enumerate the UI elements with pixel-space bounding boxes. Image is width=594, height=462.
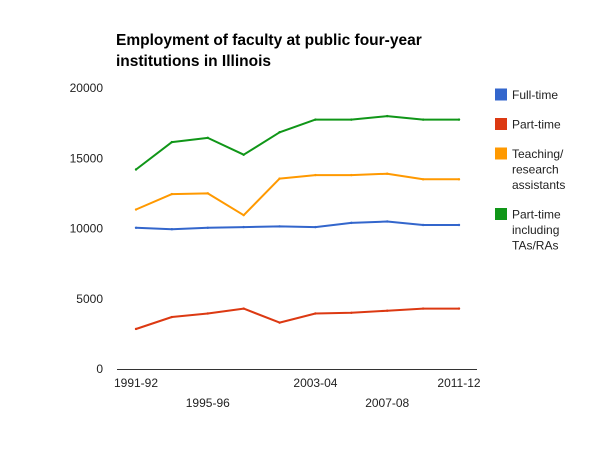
legend-swatch — [495, 147, 507, 160]
y-tick-label: 20000 — [70, 81, 104, 95]
series-line — [135, 220, 460, 231]
data-point — [421, 307, 425, 310]
data-point — [206, 226, 209, 229]
data-point — [350, 311, 353, 314]
data-point — [350, 173, 353, 177]
data-point — [206, 192, 209, 195]
data-point — [457, 118, 461, 121]
data-point — [206, 136, 209, 140]
data-point — [457, 223, 461, 227]
legend: Full-time Part-time Teaching/researchassis… — [495, 88, 565, 253]
legend-label: Part-time — [512, 208, 561, 222]
x-tick-label: 1995-96 — [186, 396, 230, 410]
x-tick-label: 2003-04 — [293, 376, 337, 390]
chart-title-line-1: Employment of faculty at public four-yea… — [116, 32, 422, 49]
data-point — [278, 131, 281, 134]
data-point — [242, 225, 245, 229]
legend-label: Teaching/ — [512, 147, 564, 161]
legend-swatch — [495, 208, 507, 220]
data-point — [242, 153, 245, 156]
data-point — [457, 307, 461, 310]
legend-label: assistants — [512, 178, 565, 192]
legend-label: research — [512, 163, 559, 177]
data-point — [350, 221, 353, 225]
data-point — [134, 208, 138, 211]
data-point — [386, 114, 389, 118]
x-tick-label: 2011-12 — [437, 376, 480, 390]
data-point — [170, 315, 174, 319]
series-lines — [134, 114, 461, 331]
y-tick-label: 15000 — [70, 151, 104, 165]
y-tick-label: 10000 — [70, 222, 104, 236]
data-point — [314, 225, 317, 229]
legend-swatch — [495, 88, 507, 101]
series-line — [135, 307, 460, 330]
series-line — [135, 172, 460, 217]
legend-swatch — [495, 118, 507, 130]
axes: 0 5000 10000 15000 20000 1991-92 1995-96 2003-0… — [70, 81, 481, 410]
data-point — [278, 177, 281, 180]
chart-title-line-2: institutions in Illinois — [116, 53, 271, 70]
legend-label: Full-time — [512, 88, 558, 102]
data-point — [386, 309, 389, 312]
data-point — [314, 312, 317, 315]
series-line — [135, 115, 460, 171]
data-point — [206, 312, 209, 315]
data-point — [134, 327, 138, 331]
data-point — [170, 192, 174, 196]
data-point — [421, 118, 425, 121]
data-point — [421, 178, 425, 181]
legend-label: Part-time — [512, 118, 561, 132]
data-point — [242, 213, 245, 217]
data-point — [134, 168, 138, 171]
y-tick-label: 5000 — [76, 292, 103, 306]
legend-label: including — [512, 223, 559, 237]
legend-label: TAs/RAs — [512, 239, 558, 253]
data-point — [134, 226, 138, 229]
data-point — [170, 140, 174, 144]
data-point — [457, 178, 461, 181]
data-point — [350, 118, 353, 121]
y-tick-label: 0 — [96, 362, 103, 376]
x-tick-label: 1991-92 — [114, 376, 158, 390]
data-point — [314, 118, 317, 121]
data-point — [314, 173, 317, 177]
data-point — [386, 220, 389, 223]
data-point — [170, 228, 174, 231]
data-point — [421, 223, 425, 227]
data-point — [278, 225, 281, 228]
x-tick-label: 2007-08 — [365, 396, 409, 410]
data-point — [278, 321, 281, 324]
data-point — [242, 307, 245, 310]
data-point — [386, 172, 389, 175]
